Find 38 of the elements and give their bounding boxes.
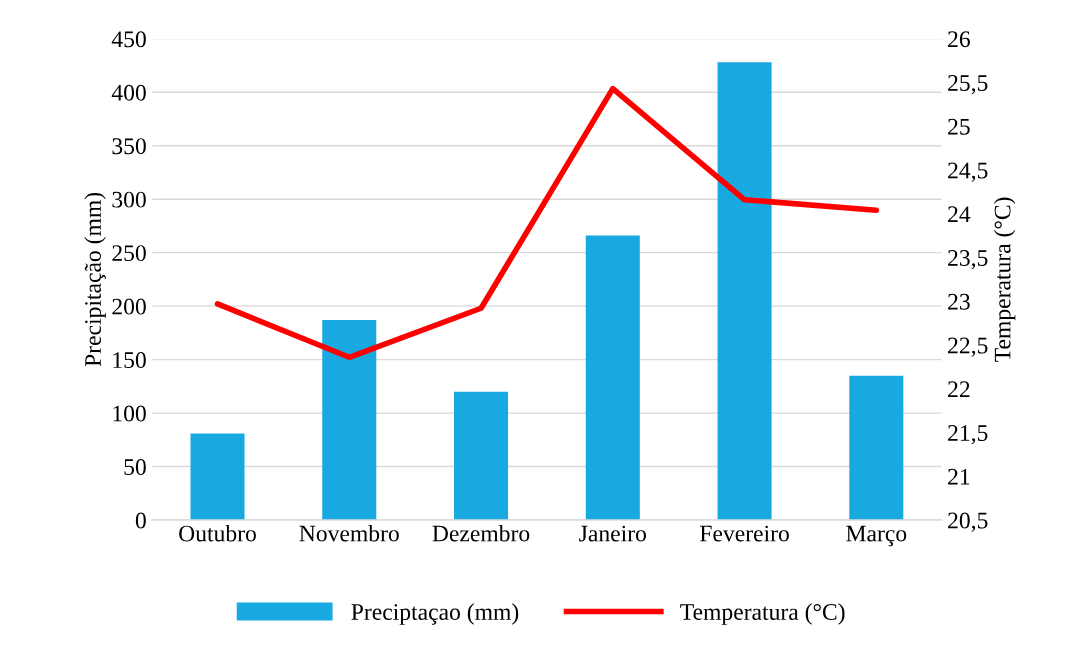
y-tick-label: 350 [112, 138, 146, 155]
y-tick-label: 450 [111, 31, 146, 48]
bar [717, 62, 772, 521]
x-tick-label: Dezembro [432, 524, 530, 542]
bar [585, 235, 640, 521]
y-tick-label: 0 [135, 512, 146, 529]
y2-tick-label: 23 [948, 293, 970, 310]
y2-tick-label: 24,5 [948, 162, 988, 182]
y2-tick-label: 21 [948, 468, 970, 485]
y2-axis-title: Temperatura (°C) [993, 197, 1016, 362]
x-tick-label: Março [846, 525, 907, 547]
y2-tick-label: 22 [948, 381, 970, 397]
y-tick-label: 100 [113, 405, 146, 422]
x-tick-label: Novembro [299, 524, 399, 542]
x-tick-label: Janeiro [579, 525, 646, 542]
bar [454, 391, 509, 521]
y-axis-title: Precipitação (mm) [84, 192, 106, 367]
y2-tick-label: 24 [948, 206, 971, 222]
y-tick-label: 300 [112, 191, 146, 208]
y-tick-label: 50 [124, 459, 146, 475]
y2-tick-label: 21,5 [948, 425, 988, 445]
legend-label: Temperatura (°C) [680, 603, 845, 625]
y-tick-label: 150 [113, 352, 146, 369]
y2-tick-label: 23,5 [948, 250, 988, 270]
y2-tick-label: 20,5 [948, 512, 988, 532]
y-tick-label: 200 [112, 298, 146, 315]
y2-tick-label: 25,5 [948, 75, 988, 95]
y2-tick-label: 26 [948, 31, 970, 48]
bar [322, 320, 377, 521]
y2-tick-label: 25 [948, 118, 970, 135]
y-tick-label: 400 [111, 84, 146, 101]
y2-tick-label: 22,5 [948, 337, 988, 357]
legend-label: Preciptaçao (mm) [351, 603, 519, 625]
x-tick-label: Fevereiro [700, 525, 789, 542]
bar [190, 433, 245, 521]
bar [849, 375, 904, 521]
x-tick-label: Outubro [179, 524, 256, 542]
y-tick-label: 250 [112, 245, 146, 262]
